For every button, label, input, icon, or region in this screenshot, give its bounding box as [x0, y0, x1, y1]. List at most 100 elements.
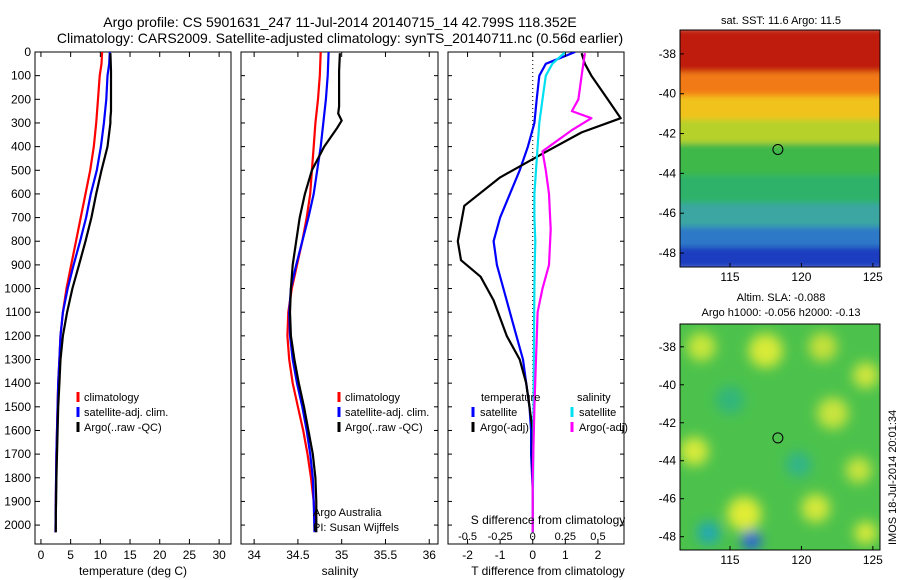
depth-tick-label: 1400 [4, 376, 31, 390]
lat-tick-label: -40 [659, 378, 677, 392]
sst-band [680, 30, 880, 76]
lon-tick-label: 120 [791, 270, 811, 284]
x-tick-label: 30 [212, 548, 226, 562]
salinity-axes-frame [240, 51, 439, 545]
depth-tick-label: 2000 [4, 518, 31, 532]
depth-tick-label: 500 [11, 163, 31, 177]
legend-label: climatology [84, 392, 140, 404]
sla-anomaly-blob [817, 397, 849, 429]
x-tick-label: 34 [247, 548, 261, 562]
series-line-argo-adj- [456, 52, 622, 533]
lat-tick-label: -44 [659, 166, 677, 180]
timestamp-watermark: IMOS 18-Jul-2014 20:01:34 [887, 410, 899, 545]
depth-tick-label: 1800 [4, 471, 31, 485]
depth-tick-label: 1300 [4, 353, 31, 367]
sla-anomaly-blob [808, 332, 838, 362]
x-tick-label: 1 [562, 548, 569, 562]
sla-anomaly-blob [687, 332, 716, 362]
depth-tick-label: 0 [24, 45, 31, 59]
lon-tick-label: 115 [720, 270, 739, 284]
sla-anomaly-blob [801, 493, 830, 523]
argo-location-marker [772, 143, 784, 155]
sla-anomaly-blob [785, 451, 812, 478]
x-tick-label: 36 [423, 548, 437, 562]
credit-line1: Argo Australia [313, 507, 382, 519]
lat-tick-label: -46 [659, 492, 677, 506]
salinity-panel: 34 34.5 35 35.5 36 salinity climatology satel… [240, 51, 439, 578]
legend-label: Argo(..raw -QC) [84, 422, 162, 434]
lat-tick-label: -48 [659, 530, 677, 544]
sla-anomaly-blob [748, 333, 783, 368]
salinity-legend: climatology satellite-adj. clim. Argo(..ra… [337, 392, 429, 434]
series-line-argo-adj- [531, 53, 593, 533]
x-tick-label: 25 [183, 548, 197, 562]
s-tick-label: 0.5 [590, 531, 605, 543]
lat-tick-label: -44 [659, 454, 677, 468]
temperature-axes-frame [34, 51, 232, 545]
difference-xlabel: T difference from climatology [471, 564, 625, 578]
depth-tick-label: 100 [11, 69, 31, 83]
sst-map-frame [679, 29, 881, 268]
x-tick-label: -1 [495, 548, 506, 562]
depth-tick-label: 1200 [4, 329, 31, 343]
legend-label: Argo(..raw -QC) [345, 422, 423, 434]
lat-tick-label: -38 [659, 340, 677, 354]
sst-band [680, 143, 880, 180]
lat-tick-label: -38 [659, 47, 677, 61]
difference-xlabel-top: S difference from climatology [471, 513, 626, 527]
x-tick-label: 5 [67, 548, 74, 562]
s-tick-label: -0.5 [458, 531, 477, 543]
sst-band [680, 227, 880, 252]
sla-map-title-line2: Argo h1000: -0.056 h2000: -0.13 [701, 307, 860, 319]
depth-tick-label: 300 [11, 116, 31, 130]
sla-anomaly-blob [680, 436, 709, 466]
lat-tick-label: -42 [659, 127, 677, 141]
depth-tick-label: 1100 [5, 305, 31, 319]
sla-anomaly-blob [727, 496, 762, 532]
sst-band [680, 95, 880, 124]
depth-tick-label: 700 [11, 211, 31, 225]
depth-tick-label: 1700 [4, 447, 31, 461]
lon-tick-label: 120 [791, 553, 811, 567]
sla-anomaly-blob [715, 385, 745, 415]
x-tick-label: -2 [462, 548, 473, 562]
lon-tick-label: 115 [720, 553, 739, 567]
x-tick-label: 15 [123, 548, 137, 562]
sst-map-panel: sat. SST: 11.6 Argo: 11.5 115 120 125 -38 -4… [659, 15, 884, 284]
sla-anomaly-blob [852, 362, 879, 389]
sst-band [680, 247, 880, 267]
series-line-argo-raw-qc- [288, 53, 343, 533]
lon-tick-label: 125 [863, 553, 883, 567]
temperature-legend: climatology satellite-adj. clim. Argo(..ra… [76, 392, 168, 434]
legend-label: Argo(-adj) [579, 422, 628, 434]
x-tick-label: 35.5 [374, 548, 398, 562]
depth-tick-label: 400 [11, 140, 31, 154]
x-tick-label: 34.5 [286, 548, 310, 562]
salinity-xlabel: salinity [322, 564, 359, 578]
lat-tick-label: -40 [659, 87, 677, 101]
sla-map-panel: Altim. SLA: -0.088 Argo h1000: -0.056 h2… [659, 292, 884, 567]
lon-tick-label: 125 [863, 270, 883, 284]
depth-tick-label: 900 [11, 258, 31, 272]
sla-map-frame [679, 323, 881, 551]
sla-map-title-line1: Altim. SLA: -0.088 [737, 292, 826, 304]
x-tick-label: 20 [153, 548, 167, 562]
legend-label: satellite-adj. clim. [345, 407, 429, 419]
lat-tick-label: -46 [659, 206, 677, 220]
s-tick-label: 0 [530, 531, 536, 543]
temperature-xlabel: temperature (deg C) [79, 564, 187, 578]
sst-band [680, 203, 880, 232]
figure-title-line2: Climatology: CARS2009. Satellite-adjuste… [56, 30, 624, 46]
credit-line2: PI: Susan Wijffels [313, 522, 399, 534]
sst-band [680, 119, 880, 148]
s-tick-label: 0.25 [555, 531, 576, 543]
legend-label: climatology [345, 392, 401, 404]
x-tick-label: 2 [595, 548, 602, 562]
difference-legend: temperature salinity satellite Argo(-adj) sa… [471, 392, 628, 434]
sla-anomaly-blob [845, 457, 872, 484]
temperature-panel: 0 5 10 15 20 25 300100200300400500600700800900… [4, 45, 232, 578]
s-tick-label: -0.25 [488, 531, 513, 543]
sla-anomaly-blob [741, 530, 762, 550]
depth-tick-label: 200 [11, 92, 31, 106]
